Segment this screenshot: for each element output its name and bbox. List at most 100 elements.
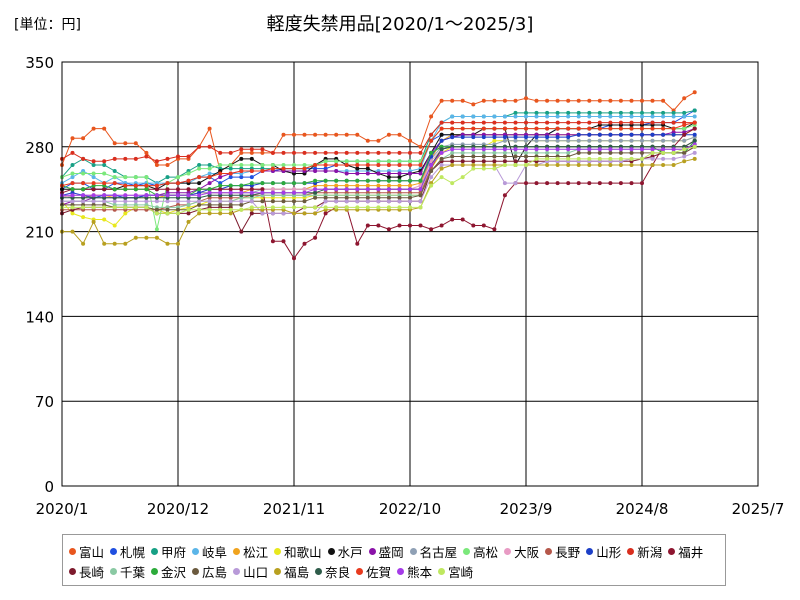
data-point (355, 132, 360, 137)
data-point (524, 154, 528, 159)
data-point (355, 205, 360, 210)
data-point (386, 195, 391, 200)
data-point (587, 110, 592, 115)
x-tick-label: 2025/7 (732, 500, 785, 518)
data-point (618, 150, 623, 155)
data-point (650, 132, 655, 137)
data-point (81, 199, 86, 204)
data-point (313, 132, 318, 137)
data-point (81, 136, 86, 141)
data-point (397, 223, 402, 228)
data-point (302, 241, 307, 246)
data-point (260, 169, 265, 173)
data-point (292, 181, 296, 186)
data-point (555, 126, 560, 131)
data-point (492, 154, 497, 159)
data-point (397, 187, 402, 192)
data-point (112, 205, 117, 210)
data-point (397, 159, 402, 164)
data-point (197, 166, 202, 171)
chart-title: 軽度失禁用品[2020/1〜2025/3] (266, 14, 534, 35)
data-point (513, 114, 518, 119)
data-point (450, 159, 455, 164)
x-tick-label: 2024/8 (616, 500, 669, 518)
data-point (566, 150, 571, 155)
data-point (112, 187, 117, 192)
data-point (640, 98, 644, 103)
data-point (154, 183, 159, 188)
data-point (207, 175, 212, 180)
legend-label: 佐賀 (366, 564, 392, 580)
data-point (418, 199, 423, 204)
data-point (481, 135, 486, 140)
data-point (429, 227, 434, 232)
data-point (618, 98, 623, 103)
data-point (576, 156, 581, 161)
data-point (70, 199, 75, 204)
data-point (545, 110, 550, 115)
legend-label: 新潟 (637, 544, 663, 560)
data-point (587, 98, 592, 103)
data-point (545, 150, 550, 155)
data-point (408, 205, 412, 210)
data-point (502, 159, 507, 164)
data-point (471, 147, 476, 152)
data-point (418, 187, 423, 192)
data-point (566, 110, 571, 115)
data-point (365, 150, 370, 155)
data-point (576, 181, 581, 186)
data-point (534, 98, 539, 103)
data-point (460, 175, 465, 180)
data-point (355, 150, 360, 155)
data-point (386, 199, 391, 204)
data-point (566, 114, 571, 119)
data-point (260, 205, 265, 210)
data-point (682, 126, 687, 131)
data-point (239, 207, 244, 212)
data-point (323, 169, 328, 173)
data-point (481, 120, 486, 125)
data-point (249, 175, 254, 180)
data-point (249, 187, 254, 192)
legend-item: 大阪 (504, 541, 539, 561)
data-point (576, 126, 581, 131)
data-point (629, 147, 634, 152)
data-point (154, 159, 159, 164)
legend-item: 宮崎 (438, 561, 473, 581)
data-point (218, 150, 223, 155)
data-point (555, 163, 560, 167)
data-point (302, 163, 307, 167)
y-tick-label: 210 (25, 224, 54, 242)
data-point (524, 138, 528, 143)
data-point (207, 207, 212, 212)
legend-label: 千葉 (120, 564, 146, 580)
legend-item: 富山 (69, 541, 104, 561)
data-point (524, 147, 528, 152)
data-point (323, 178, 328, 183)
data-point (133, 235, 138, 240)
legend-marker-icon (151, 567, 159, 575)
legend-marker-icon (192, 567, 200, 575)
data-point (70, 205, 75, 210)
data-point (249, 190, 254, 195)
data-point (418, 193, 423, 198)
data-point (502, 163, 507, 167)
data-point (439, 132, 444, 137)
data-point (260, 163, 265, 167)
data-point (481, 114, 486, 119)
data-point (313, 169, 318, 173)
data-point (661, 98, 666, 103)
data-point (197, 187, 202, 192)
data-point (228, 211, 233, 216)
data-point (344, 132, 349, 137)
data-point (133, 187, 138, 192)
data-point (408, 178, 412, 183)
data-point (334, 199, 339, 204)
data-point (344, 163, 349, 167)
legend-marker-icon (327, 547, 335, 555)
data-point (165, 193, 170, 198)
data-point (460, 126, 465, 131)
data-point (102, 187, 107, 192)
data-point (502, 193, 507, 198)
data-point (439, 163, 444, 167)
